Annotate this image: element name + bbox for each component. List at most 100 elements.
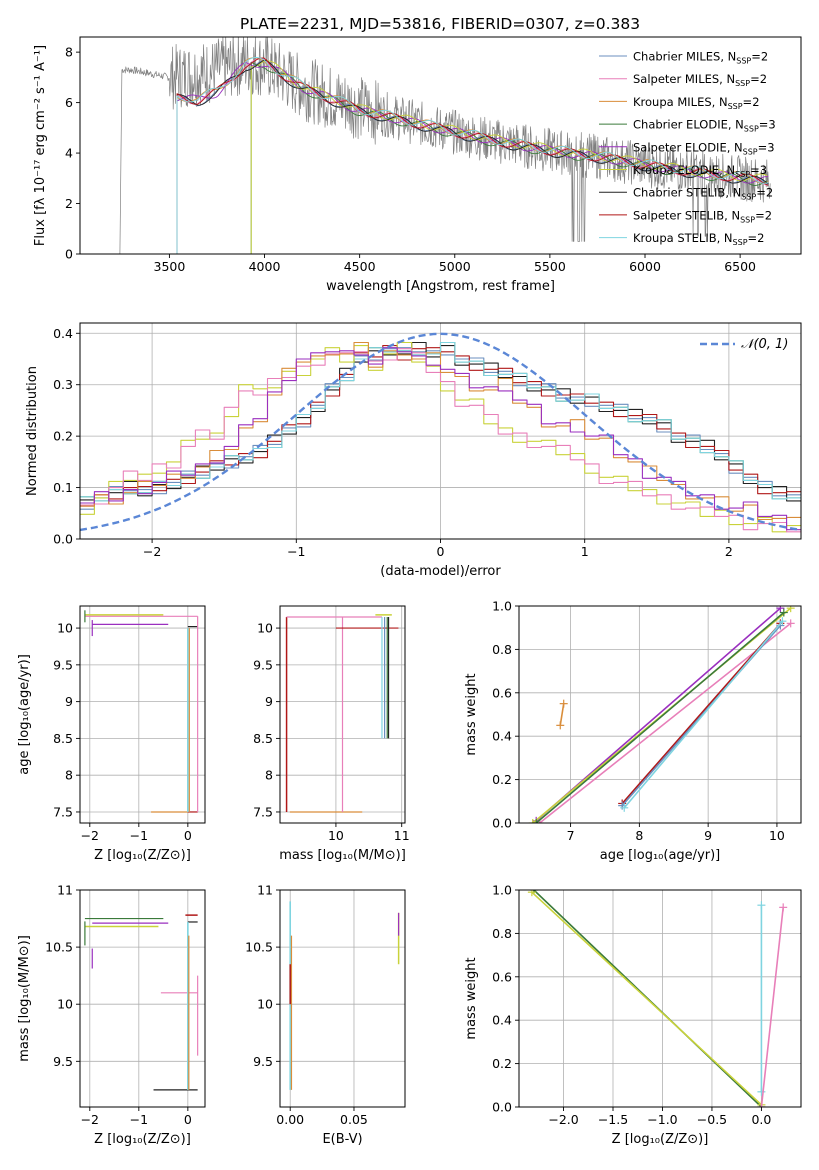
panel-mass-vs-EBV: 0.00 0.05 9.5 10 10.5 11 E(B-V): [245, 883, 406, 1147]
x-tick-label: −2: [81, 828, 99, 843]
legend-ssp: SSP: [743, 147, 758, 156]
panel-residuals: −2 −1 0 1 2 0.0 0.1 0.2 0.3 0.4 (data-model)/error…: [25, 322, 802, 579]
y-tick-label: 10.5: [45, 940, 73, 955]
x-tick-label: 0: [437, 544, 445, 559]
x-tick-label: 1: [581, 544, 589, 559]
legend-eq: =: [751, 50, 761, 64]
y-tick-label: 4: [65, 146, 73, 161]
x-tick-label: 5500: [534, 259, 566, 274]
x-tick-label: 8: [635, 828, 643, 843]
legend-sep: , N: [719, 72, 735, 86]
plot-area-spectrum: [119, 37, 771, 254]
y-axis-label: Flux [fλ 10⁻¹⁷ erg cm⁻² s⁻¹ A⁻¹]: [33, 45, 48, 246]
plot-area-age-vs-mass: [285, 614, 399, 813]
y-tick-label: 2: [65, 196, 73, 211]
model-spectrum: [176, 57, 769, 254]
plot-area-mass-vs-EBV: [289, 901, 400, 1090]
legend-model-name: Kroupa STELIB: [633, 231, 717, 245]
y-tick-label: 1.0: [492, 883, 512, 898]
y-tick-label: 9: [65, 694, 73, 709]
y-tick-label: 0.0: [53, 532, 73, 547]
legend-model-name: Chabrier STELIB: [633, 186, 725, 200]
panel-mass-vs-Z: −2 −1 0 9.5 10 10.5 11 Z [log₁₀(Z/Z⊙)] mass [log…: [17, 883, 206, 1147]
legend-sep: , N: [727, 140, 743, 154]
y-tick-label: 8.5: [53, 731, 73, 746]
y-tick-label: 10: [257, 997, 273, 1012]
y-tick-label: 11: [57, 883, 73, 898]
y-tick-label: 0.8: [492, 926, 512, 941]
x-tick-label: −1: [287, 544, 305, 559]
legend-ssp: SSP: [740, 215, 755, 224]
y-tick-label: 8: [65, 45, 73, 60]
model-spectrum: [176, 59, 769, 254]
legend-label: Salpeter MILES, NSSP=2: [633, 72, 767, 88]
x-axis-label: mass [log₁₀(M/M⊙)]: [279, 848, 406, 863]
weight-line: [760, 907, 784, 1107]
legend-ssp: SSP: [736, 57, 751, 66]
y-tick-label: 0.6: [492, 685, 512, 700]
y-tick-label: 10: [257, 621, 273, 636]
legend-ssp: SSP: [728, 102, 743, 111]
observed-spectrum: [119, 37, 771, 254]
axes-frame: [79, 605, 206, 824]
x-tick-label: 5000: [439, 259, 471, 274]
legend-label: Chabrier MILES, NSSP=2: [633, 50, 768, 66]
legend-label: Chabrier ELODIE, NSSP=3: [633, 118, 776, 134]
x-tick-label: 0: [184, 828, 192, 843]
legend-nssp: 2: [766, 186, 773, 200]
x-axis-label: Z [log₁₀(Z/Z⊙)]: [94, 848, 191, 863]
x-tick-label: −1.5: [598, 1112, 628, 1127]
y-tick-label: 10: [57, 997, 73, 1012]
y-tick-label: 9.5: [253, 657, 273, 672]
y-tick-label: 10.5: [245, 940, 273, 955]
legend-eq: =: [758, 140, 768, 154]
legend-eq: =: [759, 118, 769, 132]
legend-eq: =: [748, 231, 758, 245]
y-tick-label: 0.3: [53, 377, 73, 392]
model-spectrum: [250, 62, 768, 254]
x-tick-label: 10: [769, 828, 785, 843]
y-axis-label: mass weight: [464, 673, 479, 755]
weight-line: [621, 622, 781, 804]
weight-line: [535, 611, 785, 823]
x-axis-label: wavelength [Angstrom, rest frame]: [326, 279, 555, 294]
model-spectrum: [176, 59, 769, 254]
x-tick-label: 0.0: [751, 1112, 771, 1127]
axes-frame: [279, 605, 406, 824]
weight-line: [623, 620, 784, 809]
legend-label-gauss: 𝒩(0, 1): [741, 337, 788, 352]
legend-nssp: 2: [761, 50, 768, 64]
legend-label: Chabrier STELIB, NSSP=2: [633, 186, 773, 202]
y-tick-label: 9.5: [53, 1054, 73, 1069]
y-axis-label: mass [log₁₀(M/M⊙)]: [17, 935, 32, 1062]
legend-nssp: 2: [765, 208, 772, 222]
y-tick-label: 9.5: [253, 1054, 273, 1069]
y-tick-label: 0.2: [492, 772, 512, 787]
x-tick-label: −2: [81, 1112, 99, 1127]
x-tick-label: 4500: [344, 259, 376, 274]
legend-model-name: Chabrier MILES: [633, 50, 720, 64]
x-tick-label: 9: [704, 828, 712, 843]
y-tick-label: 8: [65, 768, 73, 783]
legend-label: Kroupa STELIB, NSSP=2: [633, 231, 765, 247]
x-tick-label: 0.05: [340, 1112, 368, 1127]
legend-ssp: SSP: [744, 125, 759, 134]
x-tick-label: 11: [394, 828, 410, 843]
legend-label: Salpeter STELIB, NSSP=2: [633, 208, 772, 224]
y-tick-label: 8: [265, 768, 273, 783]
legend-nssp: 2: [760, 72, 767, 86]
x-tick-label: −2: [143, 544, 161, 559]
legend-eq: =: [750, 163, 760, 177]
y-tick-label: 0.2: [492, 1056, 512, 1071]
y-tick-label: 0.8: [492, 642, 512, 657]
x-tick-label: −1: [130, 1112, 148, 1127]
x-tick-label: 0.00: [276, 1112, 304, 1127]
legend-label: Kroupa MILES, NSSP=2: [633, 95, 760, 111]
legend-sep: , N: [719, 163, 735, 177]
legend-label: Kroupa ELODIE, NSSP=3: [633, 163, 767, 179]
panel-age-vs-mass: 10 11 7.5 8 8.5 9 9.5 10 mass [log₁₀(M/M⊙)]: [253, 605, 410, 863]
legend-sep: , N: [724, 208, 740, 222]
plot-area-weight-vs-age: [528, 606, 795, 823]
legend-model-name: Salpeter ELODIE: [633, 140, 727, 154]
y-tick-label: 0.1: [53, 480, 73, 495]
